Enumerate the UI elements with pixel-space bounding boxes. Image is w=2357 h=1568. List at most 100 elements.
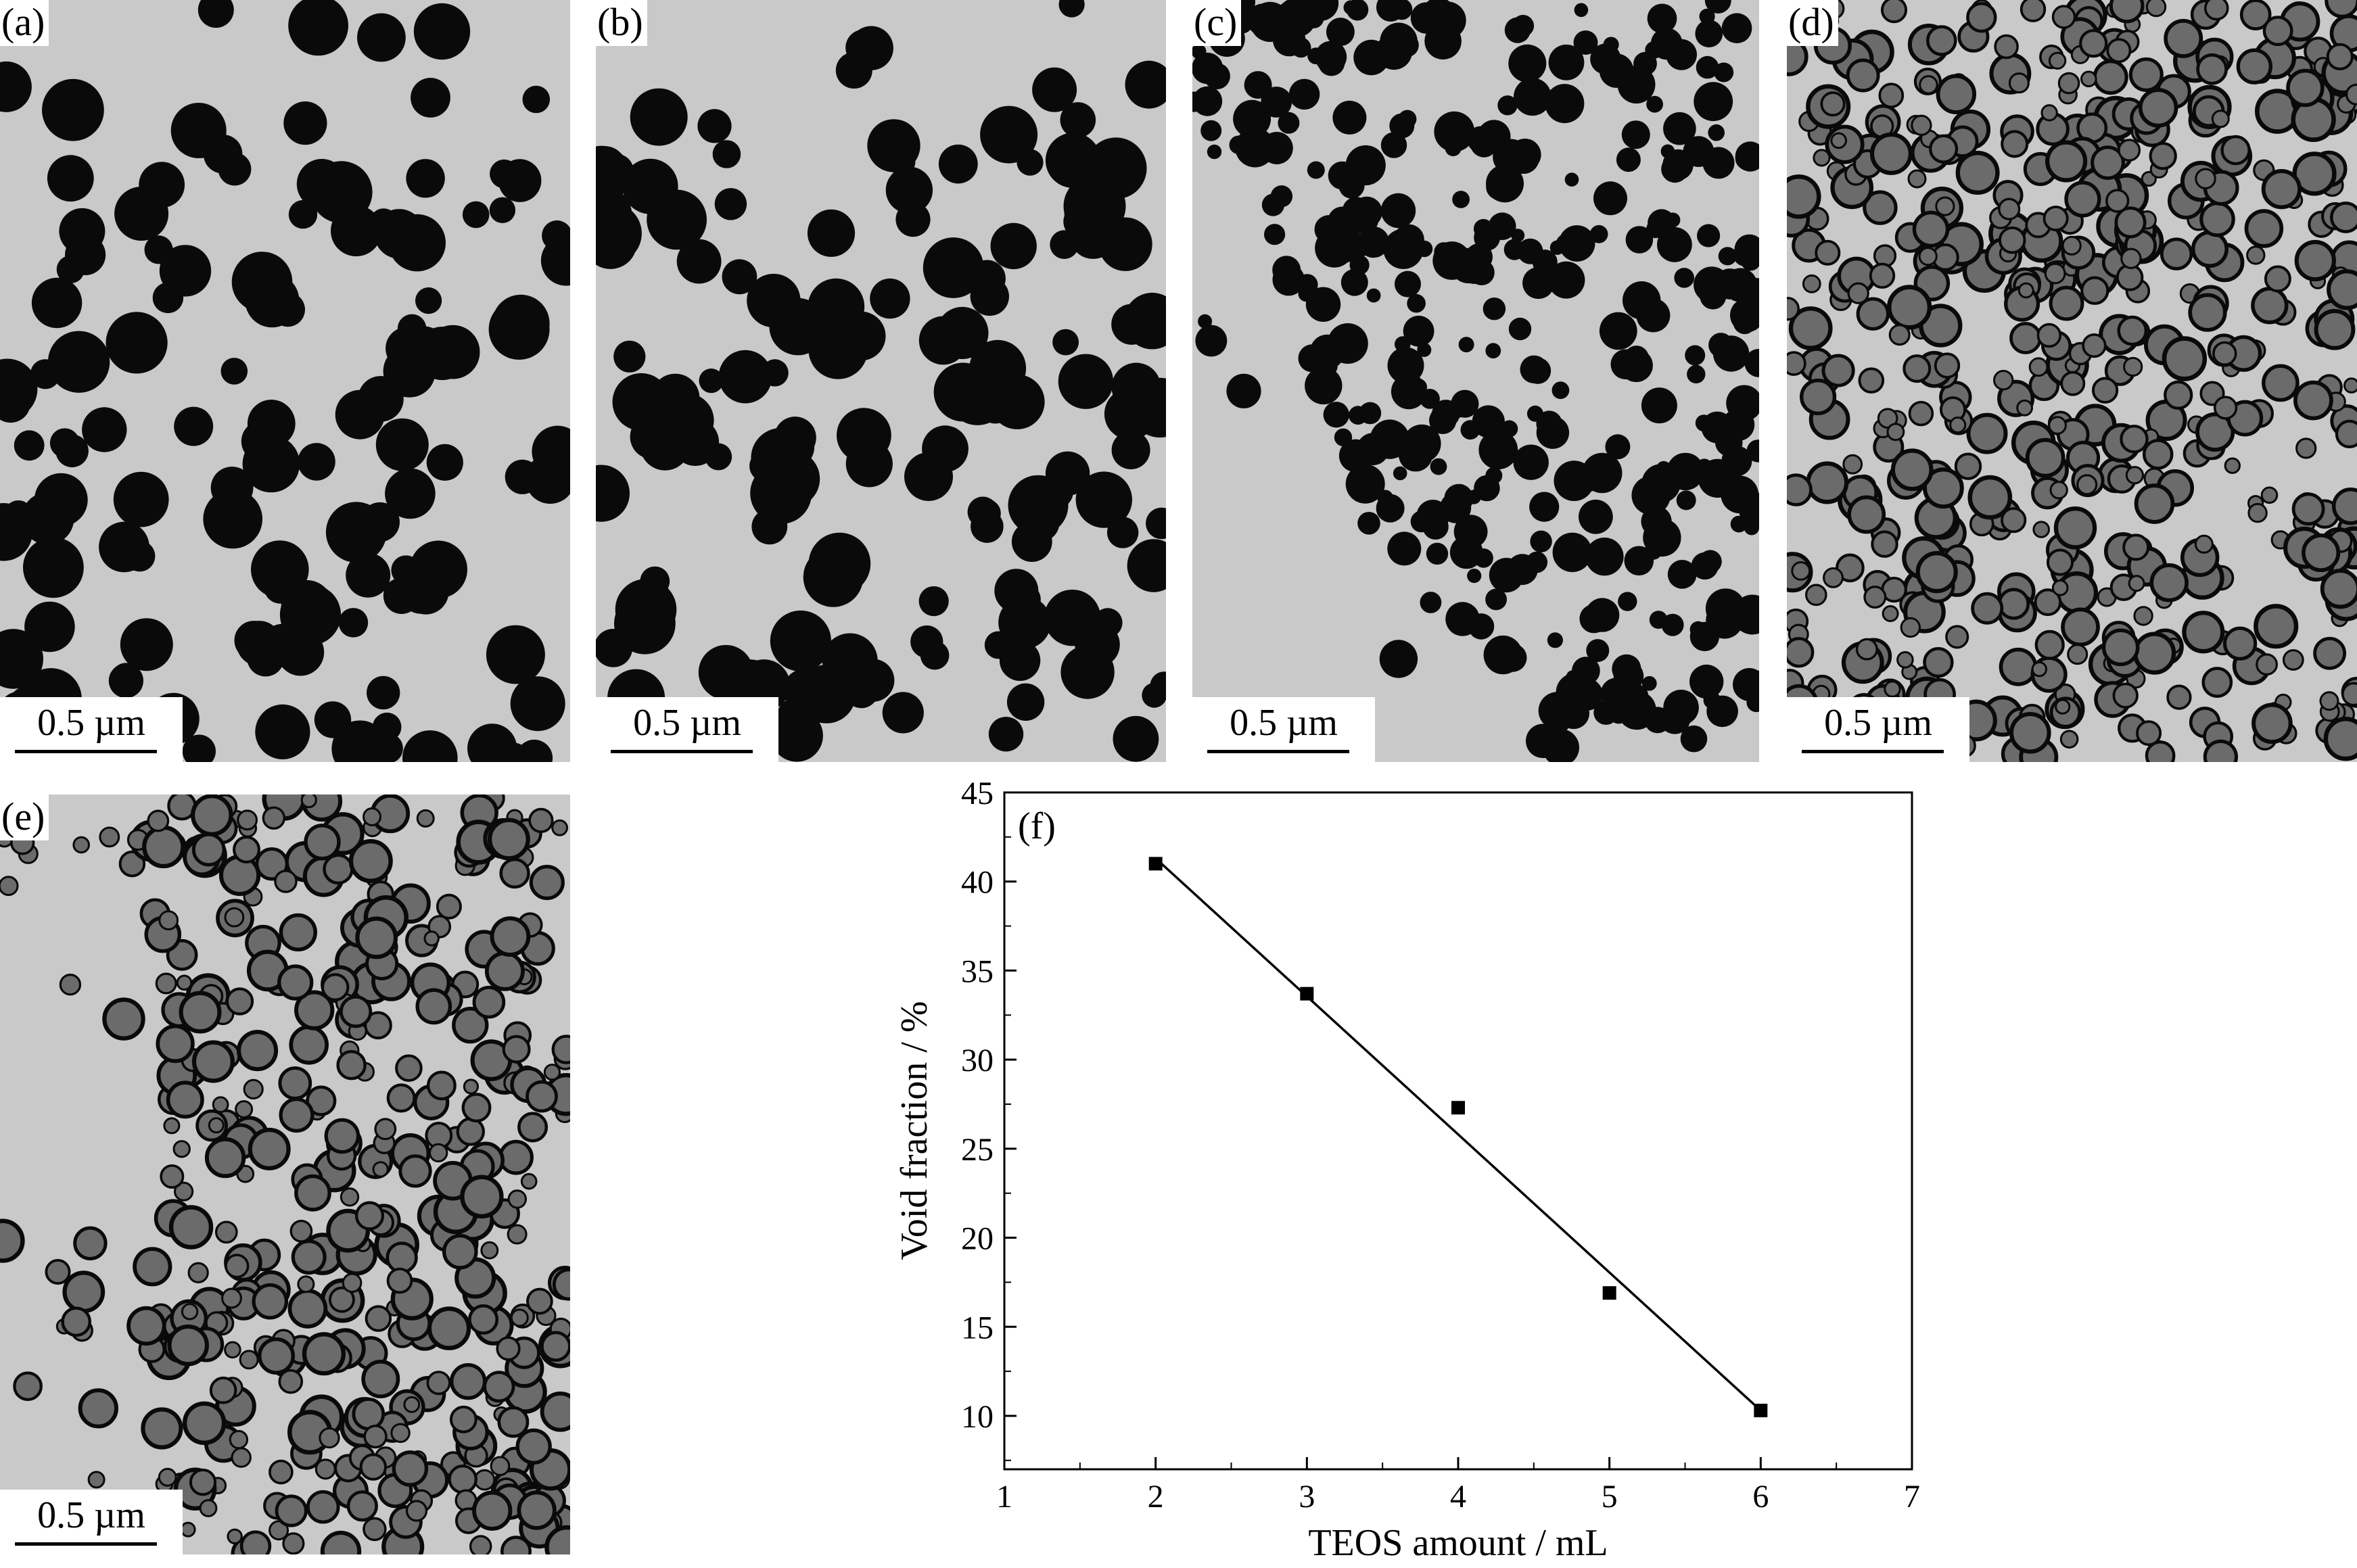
nanoparticle <box>488 817 530 861</box>
nanoparticle <box>363 1517 387 1542</box>
nanoparticle <box>1821 354 1855 387</box>
panel-label-b: (b) <box>596 0 647 46</box>
nanoparticle <box>1612 654 1641 684</box>
scale-bar-text-b: 0.5 µm <box>633 702 741 744</box>
nanoparticle <box>262 806 285 830</box>
nanoparticle <box>2059 730 2079 749</box>
nanoparticle <box>426 1070 457 1101</box>
nanoparticle <box>402 730 458 762</box>
nanoparticle <box>2251 287 2289 325</box>
nanoparticle <box>1813 149 1831 167</box>
nanoparticle <box>2331 487 2357 525</box>
nanoparticle <box>2160 237 2193 270</box>
nanoparticle <box>486 625 545 684</box>
nanoparticle <box>507 1224 528 1245</box>
nanoparticle <box>402 568 449 615</box>
nanoparticle <box>499 857 530 889</box>
nanoparticle <box>1971 592 2004 625</box>
nanoparticle <box>306 1085 337 1116</box>
nanoparticle <box>1847 495 1886 534</box>
nanoparticle <box>2195 168 2216 190</box>
x-tick-label-3: 3 <box>1299 1479 1315 1515</box>
nanoparticle <box>1453 515 1488 549</box>
nanoparticle <box>106 312 168 374</box>
nanoparticle <box>1200 120 1222 141</box>
nanoparticle <box>1305 366 1343 405</box>
nanoparticle <box>1512 15 1535 37</box>
nanoparticle <box>2330 201 2357 233</box>
nanoparticle <box>836 311 886 361</box>
nanoparticle <box>522 85 551 114</box>
nanoparticle <box>1712 335 1750 372</box>
nanoparticle <box>2262 16 2293 46</box>
nanoparticle <box>47 155 94 202</box>
nanoparticle <box>449 1405 477 1433</box>
nanoparticle <box>2101 628 2140 667</box>
nanoparticle <box>197 0 234 28</box>
nanoparticle <box>1912 210 1950 248</box>
nanoparticle <box>542 220 570 251</box>
nanoparticle <box>2204 0 2229 21</box>
nanoparticle <box>770 610 831 672</box>
y-tick-label-40: 40 <box>961 865 994 901</box>
nanoparticle <box>1547 632 1563 648</box>
y-tick-label-10: 10 <box>961 1399 994 1435</box>
scale-bar-b: 0.5 µm <box>596 697 778 762</box>
nanoparticle <box>2061 607 2100 647</box>
nanoparticle <box>1530 530 1552 552</box>
nanoparticle <box>2055 698 2071 715</box>
nanoparticle <box>398 1154 432 1188</box>
nanoparticle <box>1340 268 1368 296</box>
nanoparticle <box>1697 224 1721 247</box>
nanoparticle <box>1198 314 1213 329</box>
nanoparticle <box>510 1308 529 1327</box>
nanoparticle <box>1261 87 1292 118</box>
nanoparticle <box>120 618 173 671</box>
nanoparticle <box>1260 132 1293 164</box>
scale-bar-c: 0.5 µm <box>1192 697 1375 762</box>
nanoparticle <box>1050 230 1079 260</box>
nanoparticle <box>1888 324 1911 346</box>
nanoparticle <box>2025 437 2066 478</box>
nanoparticle <box>2149 142 2177 170</box>
nanoparticle <box>56 255 85 284</box>
nanoparticle <box>1689 621 1706 638</box>
nanoparticle <box>324 1118 360 1154</box>
nanoparticle <box>367 675 400 710</box>
nanoparticle <box>110 663 142 694</box>
nanoparticle <box>895 202 931 237</box>
nanoparticle <box>360 502 400 542</box>
nanoparticle <box>199 1499 218 1517</box>
nanoparticle <box>496 1336 521 1361</box>
nanoparticle <box>411 78 450 118</box>
nanoparticle <box>1526 405 1543 422</box>
x-tick-label-6: 6 <box>1752 1479 1769 1515</box>
nanoparticle <box>163 1117 181 1135</box>
nanoparticle <box>300 794 317 809</box>
nanoparticle <box>651 373 700 423</box>
nanoparticle <box>1106 517 1139 548</box>
nanoparticle <box>2195 412 2235 452</box>
nanoparticle <box>427 1306 471 1350</box>
nanoparticle <box>1207 144 1222 160</box>
nanoparticle <box>1060 645 1115 699</box>
nanoparticle <box>1646 95 1663 113</box>
nanoparticle <box>2112 682 2139 709</box>
nanoparticle <box>1514 78 1551 116</box>
nanoparticle <box>2045 140 2088 183</box>
y-tick-label-15: 15 <box>961 1310 994 1346</box>
nanoparticle <box>1739 492 1759 528</box>
nanoparticle <box>1636 298 1671 333</box>
nanoparticle <box>245 273 300 328</box>
data-point <box>1148 857 1163 871</box>
nanoparticle <box>1723 268 1758 302</box>
nanoparticle <box>385 468 436 519</box>
nanoparticle <box>1999 647 2038 686</box>
nanoparticle <box>498 159 542 202</box>
nanoparticle <box>34 473 88 527</box>
micrograph-a: (a) 0.5 µm <box>0 0 570 762</box>
nanoparticle <box>2009 711 2051 754</box>
nanoparticle <box>2106 38 2132 64</box>
nanoparticle <box>837 408 891 463</box>
